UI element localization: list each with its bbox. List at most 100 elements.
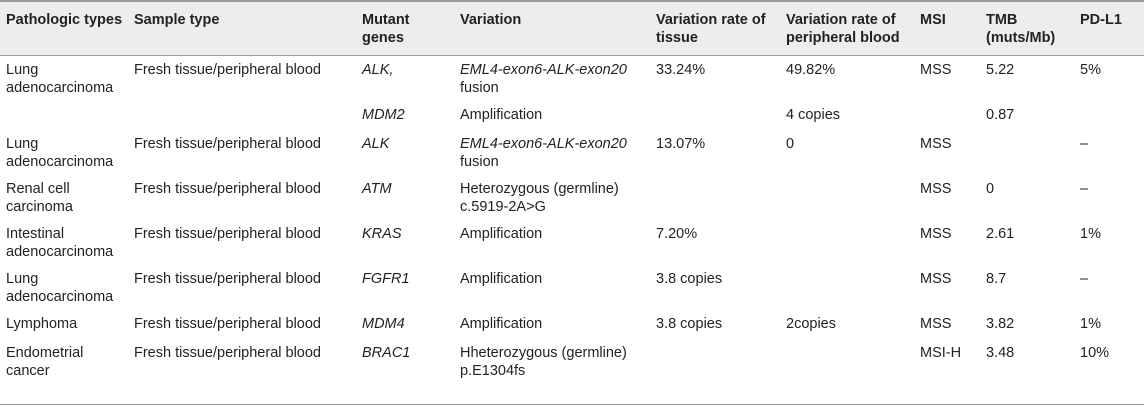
cell-msi: MSI-H [920,344,962,361]
cell-rate-blood [780,220,914,265]
cell-pathologic-type: Lung adenocarcinoma [6,270,114,305]
cell-msi: MSS [920,225,952,242]
variation-line-2: fusion [460,153,499,170]
cell-tmb: 5.22 [986,62,1015,78]
cell-rate-blood [780,265,914,310]
cell-tmb: 8.7 [986,270,1007,287]
cell-pathologic-type: Lymphoma [6,315,78,332]
cell-rate-tissue: 13.07% [656,135,706,152]
header-sample-type: Sample type [134,12,220,28]
cell-rate-blood [780,175,914,220]
cell-variation: EML4-exon6-ALK-exon20 fusion [454,56,650,101]
cell-sample-type: Fresh tissue/peripheral blood [134,270,321,287]
cell-msi: MSS [920,180,952,197]
cell-rate-blood: 2copies [786,315,836,332]
variation-line-1: Hheterozygous (germline) [460,344,627,361]
cell-rate-tissue: 33.24% [656,62,706,78]
cell-msi [914,101,980,130]
cell-variation: Amplification [454,220,650,265]
cell-tmb: 2.61 [986,225,1015,242]
cell-mutant-gene: ALK, [362,62,394,78]
variation-line-1: Amplification [460,106,543,123]
cell-pathologic-type: Renal cell carcinoma [6,180,73,215]
table-row: Lymphoma Fresh tissue/peripheral blood M… [0,310,1144,339]
cell-sample-type: Fresh tissue/peripheral blood [134,344,321,361]
cell-rate-tissue [650,101,780,130]
table-bottom-rule [0,404,1144,405]
cell-sample-type: Fresh tissue/peripheral blood [134,62,321,78]
cell-tmb: 3.48 [986,344,1015,361]
variation-line-1: Amplification [460,270,543,287]
cell-pathologic-type: Intestinal adenocarcinoma [6,225,114,260]
cell-pdl1 [1074,101,1144,130]
cell-pdl1: – [1080,180,1089,197]
cell-mutant-gene: FGFR1 [362,270,410,287]
cell-msi: MSS [920,62,952,78]
header-variation-rate-tissue: Variation rate of tissue [656,12,766,46]
cell-mutant-gene: MDM2 [362,106,405,123]
header-mutant-genes: Mutant genes [362,12,410,46]
cell-sample-type [128,101,356,130]
cell-mutant-gene: KRAS [362,225,402,242]
cell-rate-tissue [650,339,780,391]
table-row: Lung adenocarcinoma Fresh tissue/periphe… [0,265,1144,310]
cell-mutant-gene: ATM [362,180,392,197]
cell-rate-tissue: 7.20% [656,225,698,242]
variation-line-1: EML4-exon6-ALK-exon20 [460,135,627,152]
cell-msi: MSS [920,270,952,287]
table-row: Lung adenocarcinoma Fresh tissue/periphe… [0,130,1144,175]
cell-pdl1: 5% [1080,62,1101,78]
cell-rate-tissue [650,175,780,220]
cell-pdl1: – [1080,270,1089,287]
variation-line-1: Amplification [460,225,543,242]
cell-rate-tissue: 3.8 copies [656,270,723,287]
header-tmb: TMB (muts/Mb) [986,12,1056,46]
header-row: Pathologic types Sample type Mutant gene… [0,1,1144,56]
table-header: Pathologic types Sample type Mutant gene… [0,1,1144,56]
header-pathologic-types: Pathologic types [6,12,123,28]
cell-tmb [980,130,1074,175]
cell-variation: Heterozygous (germline) c.5919-2A>G [454,175,650,220]
cell-sample-type: Fresh tissue/peripheral blood [134,225,321,242]
cell-pathologic-type: Lung adenocarcinoma [6,62,114,96]
cell-mutant-gene: ALK [362,135,390,152]
cell-sample-type: Fresh tissue/peripheral blood [134,180,321,197]
cell-tmb: 3.82 [986,315,1015,332]
cell-variation: EML4-exon6-ALK-exon20 fusion [454,130,650,175]
cell-pathologic-type: Endometrial cancer [6,344,84,379]
cell-rate-tissue: 3.8 copies [656,315,723,332]
cell-msi: MSS [920,135,952,152]
table-row: MDM2 Amplification 4 copies 0.87 [0,101,1144,130]
cell-pdl1: 1% [1080,225,1101,242]
cell-pathologic-type [0,101,128,130]
cell-pathologic-type: Lung adenocarcinoma [6,135,114,170]
cell-mutant-gene: MDM4 [362,315,405,332]
cell-variation: Amplification [454,101,650,130]
variation-line-1: EML4-exon6-ALK-exon20 [460,62,627,78]
cell-mutant-gene: BRAC1 [362,344,411,361]
cell-variation: Hheterozygous (germline) p.E1304fs [454,339,650,391]
cell-rate-blood: 0 [786,135,795,152]
header-msi: MSI [920,12,946,28]
cell-pdl1: 1% [1080,315,1101,332]
table-row: Renal cell carcinoma Fresh tissue/periph… [0,175,1144,220]
header-pdl1: PD-L1 [1080,12,1122,28]
cell-pdl1: 10% [1080,344,1110,361]
header-variation: Variation [460,12,522,28]
cell-variation: Amplification [454,265,650,310]
cell-pdl1: – [1080,135,1089,152]
cell-tmb: 0.87 [986,106,1015,123]
cell-msi: MSS [920,315,952,332]
table-row: Intestinal adenocarcinoma Fresh tissue/p… [0,220,1144,265]
variation-line-2: fusion [460,80,499,96]
variation-line-1: Heterozygous (germline) [460,180,619,197]
cell-sample-type: Fresh tissue/peripheral blood [134,315,321,332]
table-row: Endometrial cancer Fresh tissue/peripher… [0,339,1144,391]
cell-tmb: 0 [986,180,995,197]
cell-sample-type: Fresh tissue/peripheral blood [134,135,321,152]
cell-rate-blood: 49.82% [786,62,836,78]
mutation-table: Pathologic types Sample type Mutant gene… [0,1,1144,391]
variation-line-2: c.5919-2A>G [460,198,546,215]
header-variation-rate-blood: Variation rate of peripheral blood [786,12,900,46]
variation-line-2: p.E1304fs [460,362,526,379]
